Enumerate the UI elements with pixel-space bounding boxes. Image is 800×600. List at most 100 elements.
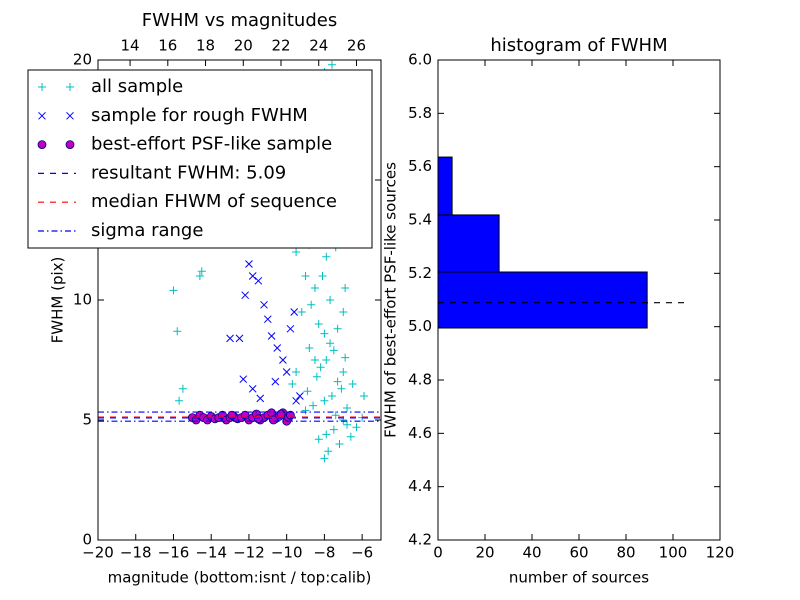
data-point bbox=[260, 300, 268, 309]
data-point bbox=[341, 353, 350, 362]
data-point bbox=[301, 406, 310, 415]
x-axis-label: number of sources bbox=[509, 569, 649, 587]
data-point bbox=[303, 387, 312, 396]
y-tick-label: 5.4 bbox=[408, 211, 432, 229]
data-point bbox=[282, 368, 291, 376]
y-tick-label: 20 bbox=[73, 51, 92, 69]
legend-label: all sample bbox=[91, 76, 183, 97]
legend-label: median FHWM of sequence bbox=[91, 191, 337, 212]
data-point bbox=[327, 392, 336, 400]
data-point bbox=[314, 320, 323, 328]
x-tick-label: 0 bbox=[433, 544, 443, 562]
legend-marker bbox=[66, 111, 74, 120]
x-tick-label: −10 bbox=[271, 544, 303, 562]
data-point bbox=[263, 315, 272, 324]
data-point bbox=[329, 346, 338, 355]
data-point bbox=[254, 276, 263, 285]
data-point bbox=[329, 425, 338, 434]
y-axis-label: FWHM of best-effort PSF-like sources bbox=[382, 162, 400, 438]
legend-box bbox=[27, 69, 373, 249]
data-point bbox=[322, 430, 331, 439]
y-tick-label: 6.0 bbox=[408, 51, 432, 69]
data-point bbox=[297, 308, 306, 316]
axes-frame bbox=[437, 59, 721, 541]
data-point bbox=[339, 368, 348, 376]
data-point bbox=[178, 384, 187, 393]
data-point bbox=[290, 308, 299, 316]
x-tick-label: −20 bbox=[82, 544, 114, 562]
legend-marker bbox=[66, 83, 74, 91]
x-tick-label: −16 bbox=[158, 544, 190, 562]
y-tick-label: 4.2 bbox=[408, 531, 432, 549]
legend-marker bbox=[37, 140, 47, 150]
x-tick-label: 60 bbox=[569, 544, 588, 562]
legend-label: resultant FWHM: 5.09 bbox=[91, 162, 286, 183]
legend-marker bbox=[38, 111, 46, 120]
data-point bbox=[175, 396, 184, 405]
x-tick-label: −8 bbox=[313, 544, 335, 562]
plot-area bbox=[438, 156, 690, 329]
data-point bbox=[310, 356, 319, 364]
data-point bbox=[352, 423, 361, 432]
data-point bbox=[335, 440, 344, 448]
data-point bbox=[314, 435, 323, 444]
y-tick-label: 10 bbox=[73, 291, 92, 309]
data-point bbox=[267, 332, 276, 340]
x-tick-label: 120 bbox=[706, 544, 735, 562]
legend-marker bbox=[65, 140, 75, 150]
data-point bbox=[326, 339, 335, 348]
data-point bbox=[279, 356, 287, 364]
data-point bbox=[318, 272, 327, 280]
data-point bbox=[271, 377, 280, 386]
x2-tick-label: 20 bbox=[234, 37, 253, 55]
y-tick-label: 5.8 bbox=[408, 104, 432, 122]
y-tick-label: 4.4 bbox=[408, 477, 432, 495]
x-tick-label: −12 bbox=[233, 544, 265, 562]
data-point bbox=[360, 392, 369, 400]
y-tick-label: 4.6 bbox=[408, 424, 432, 442]
x2-tick-label: 22 bbox=[271, 37, 290, 55]
data-point bbox=[248, 384, 257, 393]
bar bbox=[438, 156, 453, 216]
bar bbox=[438, 271, 648, 329]
data-point bbox=[337, 384, 346, 393]
data-point bbox=[310, 284, 319, 292]
data-point bbox=[333, 377, 342, 386]
legend-label: sample for rough FWHM bbox=[91, 105, 308, 126]
data-point bbox=[292, 396, 300, 405]
data-point bbox=[324, 447, 333, 456]
legend-label: best-effort PSF-like sample bbox=[91, 134, 332, 155]
data-point bbox=[301, 272, 310, 280]
data-point bbox=[241, 291, 250, 300]
x-tick-label: −18 bbox=[120, 544, 152, 562]
chart-title: histogram of FWHM bbox=[490, 35, 667, 56]
data-point bbox=[348, 380, 357, 388]
x2-tick-label: 16 bbox=[158, 37, 177, 55]
y-tick-label: 5.2 bbox=[408, 264, 432, 282]
data-point bbox=[169, 286, 178, 295]
x-tick-label: 20 bbox=[475, 544, 494, 562]
data-point bbox=[239, 375, 248, 384]
data-point bbox=[197, 267, 206, 276]
x2-tick-label: 14 bbox=[121, 37, 140, 55]
data-point bbox=[309, 401, 318, 410]
data-point bbox=[195, 272, 204, 280]
data-point bbox=[326, 296, 335, 304]
data-point bbox=[339, 308, 348, 316]
data-point bbox=[286, 324, 295, 333]
data-point bbox=[320, 396, 329, 405]
data-point bbox=[256, 394, 265, 403]
bar bbox=[438, 214, 500, 273]
axes-frame bbox=[97, 59, 382, 541]
data-point bbox=[320, 454, 329, 463]
data-point bbox=[320, 329, 329, 338]
y-tick-label: 0 bbox=[82, 531, 92, 549]
data-point bbox=[296, 392, 304, 400]
y-axis-label: FWHM (pix) bbox=[49, 257, 67, 344]
x-tick-label: 40 bbox=[522, 544, 541, 562]
x-tick-label: 80 bbox=[616, 544, 635, 562]
data-point bbox=[173, 327, 182, 336]
data-point bbox=[327, 60, 336, 69]
data-point bbox=[292, 248, 301, 256]
